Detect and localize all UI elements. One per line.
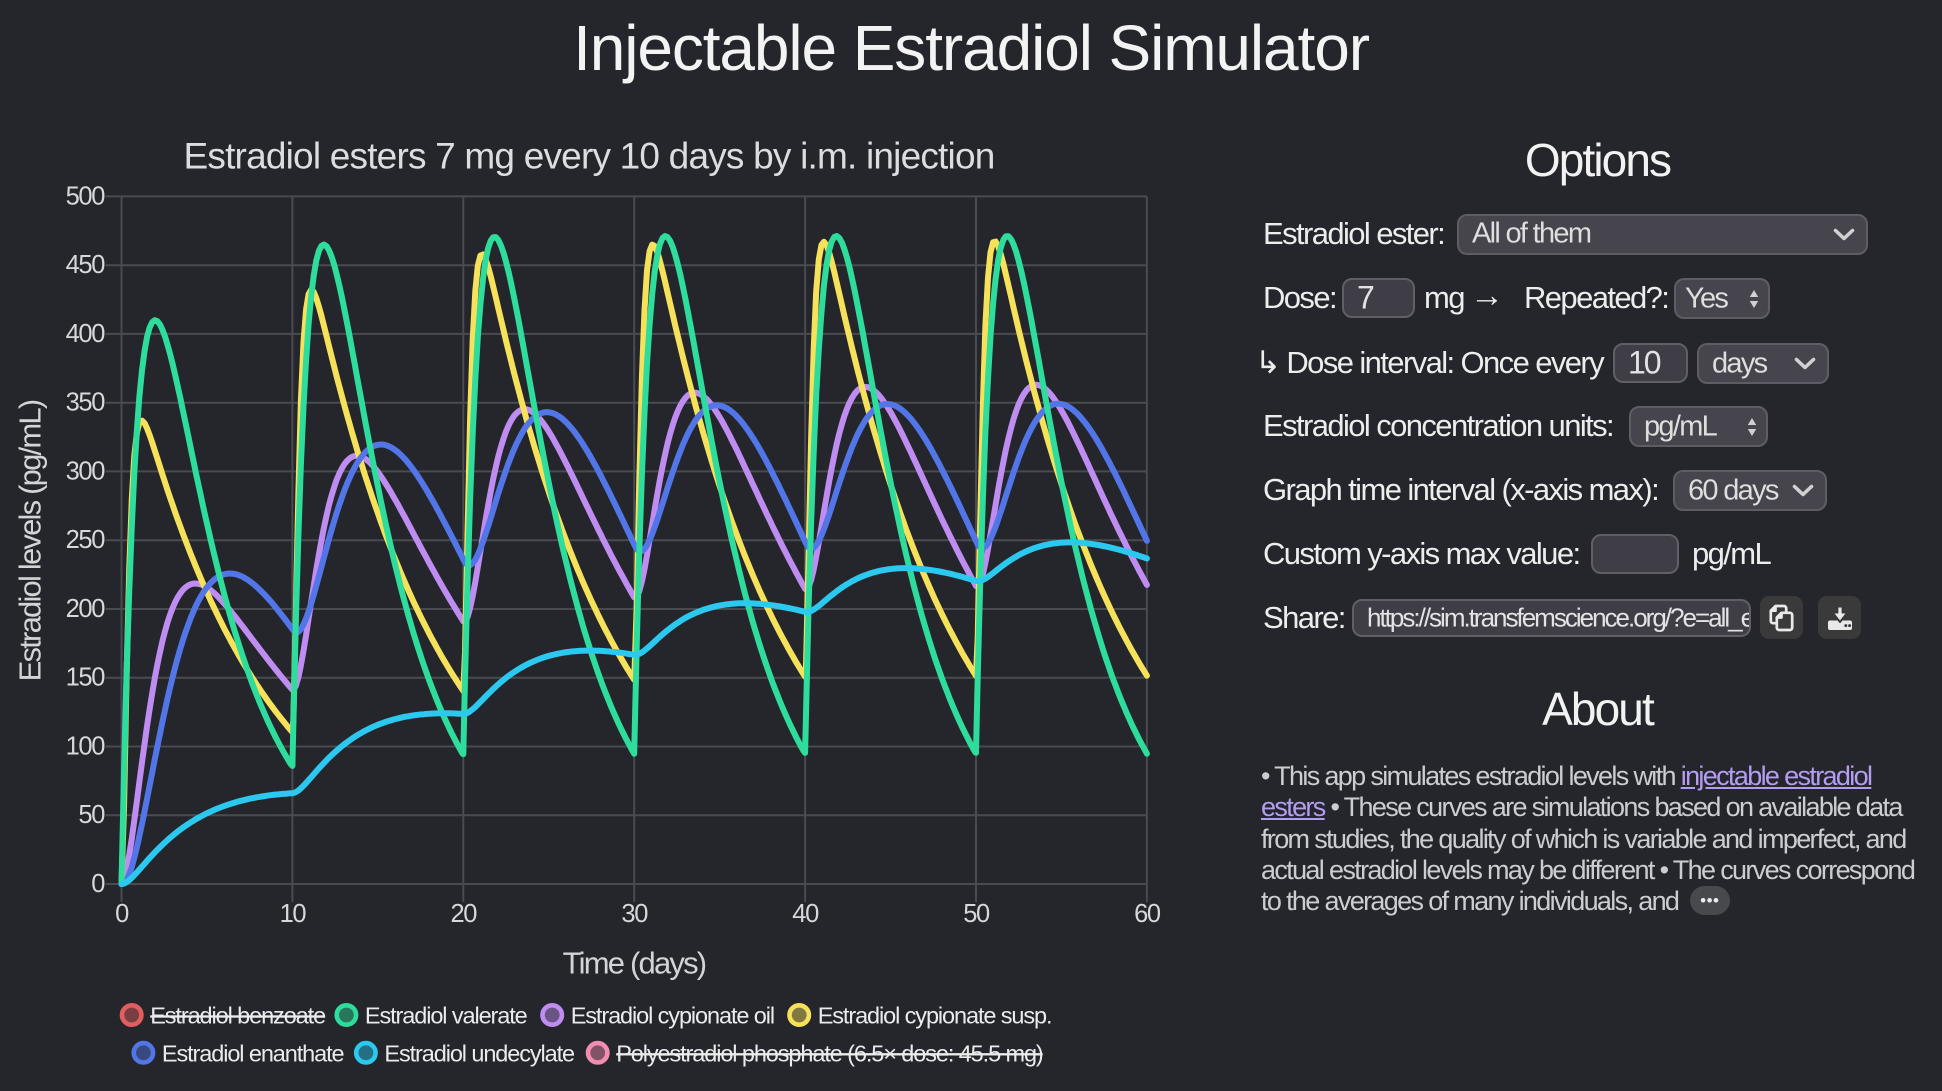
svg-text:Estradiol undecylate: Estradiol undecylate	[384, 1040, 575, 1066]
svg-text:Estradiol benzoate: Estradiol benzoate	[150, 1003, 326, 1029]
svg-text:60: 60	[1134, 900, 1161, 928]
svg-text:Estradiol cypionate susp.: Estradiol cypionate susp.	[818, 1003, 1052, 1029]
svg-text:300: 300	[66, 457, 106, 485]
svg-text:40: 40	[792, 900, 819, 928]
svg-text:150: 150	[66, 664, 106, 692]
svg-text:Time (days): Time (days)	[563, 946, 706, 981]
svg-text:100: 100	[66, 733, 106, 761]
svg-text:0: 0	[91, 870, 105, 898]
svg-text:10: 10	[280, 900, 307, 928]
svg-text:Estradiol enanthate: Estradiol enanthate	[162, 1040, 345, 1066]
svg-text:Estradiol cypionate oil: Estradiol cypionate oil	[571, 1003, 774, 1029]
svg-text:20: 20	[451, 900, 478, 928]
svg-text:0: 0	[115, 900, 129, 928]
svg-text:50: 50	[78, 801, 105, 829]
svg-text:450: 450	[66, 251, 106, 279]
svg-text:50: 50	[963, 900, 990, 928]
svg-text:Estradiol valerate: Estradiol valerate	[365, 1003, 528, 1029]
svg-text:30: 30	[621, 900, 648, 928]
svg-text:400: 400	[66, 320, 106, 348]
svg-text:250: 250	[66, 526, 106, 554]
svg-text:Estradiol levels (pg/mL): Estradiol levels (pg/mL)	[13, 400, 48, 681]
svg-text:200: 200	[66, 595, 106, 623]
svg-text:500: 500	[66, 182, 106, 210]
svg-text:350: 350	[66, 389, 106, 417]
svg-text:Polyestradiol phosphate (6.5×: Polyestradiol phosphate (6.5× dose: 45.5…	[616, 1040, 1043, 1066]
svg-text:Estradiol esters 7 mg every 10: Estradiol esters 7 mg every 10 days by i…	[183, 136, 994, 177]
